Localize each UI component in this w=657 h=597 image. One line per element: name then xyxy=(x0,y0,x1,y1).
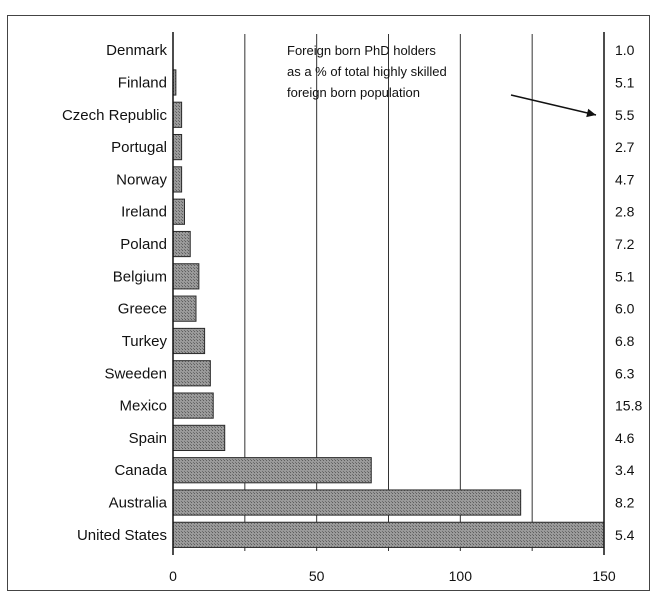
right-value-label: 6.3 xyxy=(615,365,635,381)
category-label: Finland xyxy=(118,74,167,91)
right-value-label: 5.5 xyxy=(615,107,635,123)
category-label: Spain xyxy=(129,430,167,447)
bar-australia xyxy=(172,489,522,516)
x-tick-label: 100 xyxy=(449,568,473,584)
bar-norway xyxy=(172,166,183,193)
bars xyxy=(172,69,605,548)
chart-frame: Denmark Finland Czech Republic Portugal Norw… xyxy=(7,15,650,591)
annotation-arrow-line xyxy=(510,94,597,116)
category-label: Mexico xyxy=(119,398,167,415)
bar-mexico xyxy=(172,392,214,419)
category-label: Denmark xyxy=(106,42,167,59)
category-label: United States xyxy=(77,527,167,544)
right-value-label: 6.0 xyxy=(615,301,635,317)
category-label: Sweeden xyxy=(104,365,167,382)
bar-turkey xyxy=(172,327,206,355)
bar-united-states xyxy=(172,521,605,548)
bar-poland xyxy=(172,230,191,258)
category-label: Turkey xyxy=(122,333,168,350)
right-value-label: 4.7 xyxy=(615,171,635,187)
bar-portugal xyxy=(172,133,183,161)
category-label: Poland xyxy=(120,236,167,253)
x-tick-labels: 0 50 100 150 xyxy=(169,568,616,584)
right-value-label: 8.2 xyxy=(615,495,635,511)
category-label: Australia xyxy=(109,495,168,512)
annotation-line: foreign born population xyxy=(287,85,420,100)
axes xyxy=(172,32,605,555)
right-value-label: 5.1 xyxy=(615,74,635,90)
category-label: Portugal xyxy=(111,139,167,156)
bar-czech-republic xyxy=(172,101,183,128)
bar-canada xyxy=(172,457,372,484)
bar-sweeden xyxy=(172,360,211,387)
right-value-label: 2.7 xyxy=(615,139,635,155)
category-label: Belgium xyxy=(113,268,167,285)
right-value-label: 15.8 xyxy=(615,398,642,414)
category-label: Ireland xyxy=(121,204,167,221)
category-label: Czech Republic xyxy=(62,107,168,124)
right-value-label: 7.2 xyxy=(615,236,635,252)
x-tick-label: 0 xyxy=(169,568,177,584)
right-value-labels: 1.0 5.1 5.5 2.7 4.7 2.8 7.2 5.1 6.0 6.8 6.3 15.8 4.6… xyxy=(615,42,642,543)
annotation-line: Foreign born PhD holders xyxy=(287,43,436,58)
right-value-label: 3.4 xyxy=(615,462,635,478)
category-label: Norway xyxy=(116,171,167,188)
x-tick-label: 50 xyxy=(309,568,325,584)
category-labels: Denmark Finland Czech Republic Portugal Norw… xyxy=(62,42,168,544)
bar-ireland xyxy=(172,198,185,225)
annotation-arrowhead xyxy=(586,108,596,118)
right-value-label: 5.1 xyxy=(615,268,635,284)
x-tick-label: 150 xyxy=(592,568,616,584)
right-value-label: 2.8 xyxy=(615,204,635,220)
bar-belgium xyxy=(172,263,200,290)
category-label: Greece xyxy=(118,301,167,318)
category-label: Canada xyxy=(114,462,167,479)
right-value-label: 5.4 xyxy=(615,527,635,543)
right-value-label: 1.0 xyxy=(615,42,635,58)
annotation: Foreign born PhD holders as a % of total … xyxy=(287,43,597,118)
bar-chart: Denmark Finland Czech Republic Portugal Norw… xyxy=(62,32,642,584)
right-value-label: 6.8 xyxy=(615,333,635,349)
bar-greece xyxy=(172,295,197,322)
annotation-line: as a % of total highly skilled xyxy=(287,64,447,79)
right-value-label: 4.6 xyxy=(615,430,635,446)
bar-spain xyxy=(172,424,226,452)
